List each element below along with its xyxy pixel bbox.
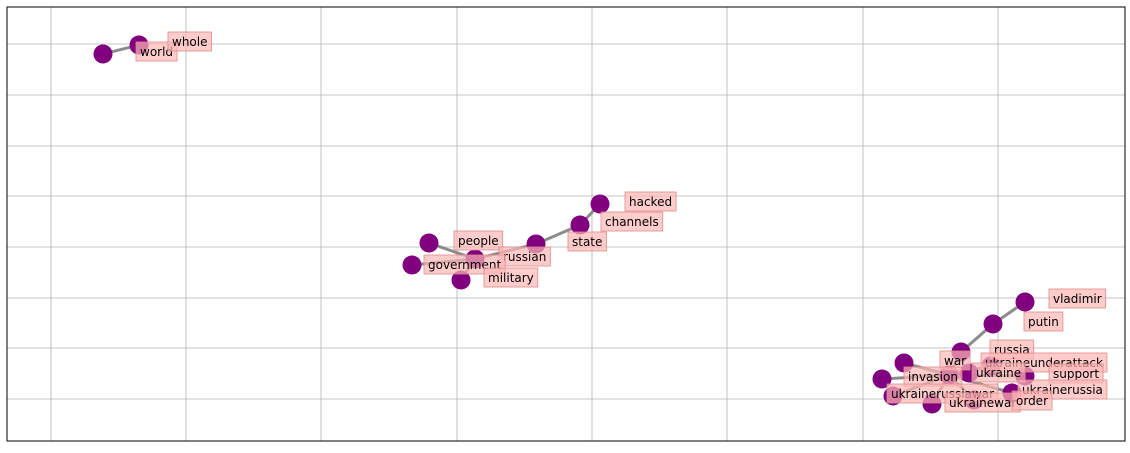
label-text-order: order (1016, 394, 1048, 408)
label-russian: russian (498, 246, 551, 267)
label-text-ukrainewar: ukrainewar (949, 396, 1016, 410)
label-box-hacked (624, 191, 677, 212)
label-text-putin: putin (1028, 315, 1059, 329)
label-text-people: people (458, 234, 499, 248)
node-military (451, 270, 471, 290)
label-box-people (453, 230, 504, 251)
label-text-whole: whole (172, 35, 207, 49)
label-text-war: war (944, 354, 966, 368)
label-channels: channels (600, 211, 664, 232)
label-box-vladimir (1048, 288, 1107, 309)
label-text-channels: channels (605, 215, 659, 229)
label-text-world: world (140, 45, 173, 59)
label-invasion: invasion (903, 366, 963, 387)
node-government (402, 255, 422, 275)
label-text-ukraine: ukraine (976, 366, 1021, 380)
label-box-world (135, 41, 178, 62)
label-military: military (483, 267, 539, 288)
label-whole: whole (167, 31, 212, 52)
label-hacked: hacked (624, 191, 677, 212)
label-box-channels (600, 211, 664, 232)
label-box-military (483, 267, 539, 288)
node-vladimir (1015, 292, 1035, 312)
label-box-putin (1023, 311, 1064, 332)
plot-frame (6, 6, 1126, 442)
label-text-invasion: invasion (908, 370, 958, 384)
node-channels (570, 215, 590, 235)
label-box-whole (167, 31, 212, 52)
label-box-order (1011, 390, 1053, 411)
label-ukrainewar: ukrainewar (944, 392, 1021, 413)
label-state: state (567, 231, 607, 252)
label-order: order (1011, 390, 1053, 411)
label-text-russian: russian (503, 250, 546, 264)
label-world: world (135, 41, 178, 62)
label-people: people (453, 230, 504, 251)
label-text-vladimir: vladimir (1053, 292, 1102, 306)
label-box-ukraine (971, 362, 1026, 383)
label-vladimir: vladimir (1048, 288, 1107, 309)
node-people (419, 233, 439, 253)
label-box-state (567, 231, 607, 252)
label-putin: putin (1023, 311, 1064, 332)
node-putin (983, 314, 1003, 334)
label-text-state: state (572, 235, 602, 249)
label-text-military: military (488, 271, 534, 285)
node-world (93, 44, 113, 64)
label-text-government: government (428, 258, 501, 272)
label-text-hacked: hacked (629, 195, 672, 209)
label-support: support (1048, 363, 1104, 384)
label-ukraine: ukraine (971, 362, 1026, 383)
label-text-support: support (1053, 367, 1099, 381)
label-war: war (939, 350, 971, 371)
node-hacked (590, 194, 610, 214)
